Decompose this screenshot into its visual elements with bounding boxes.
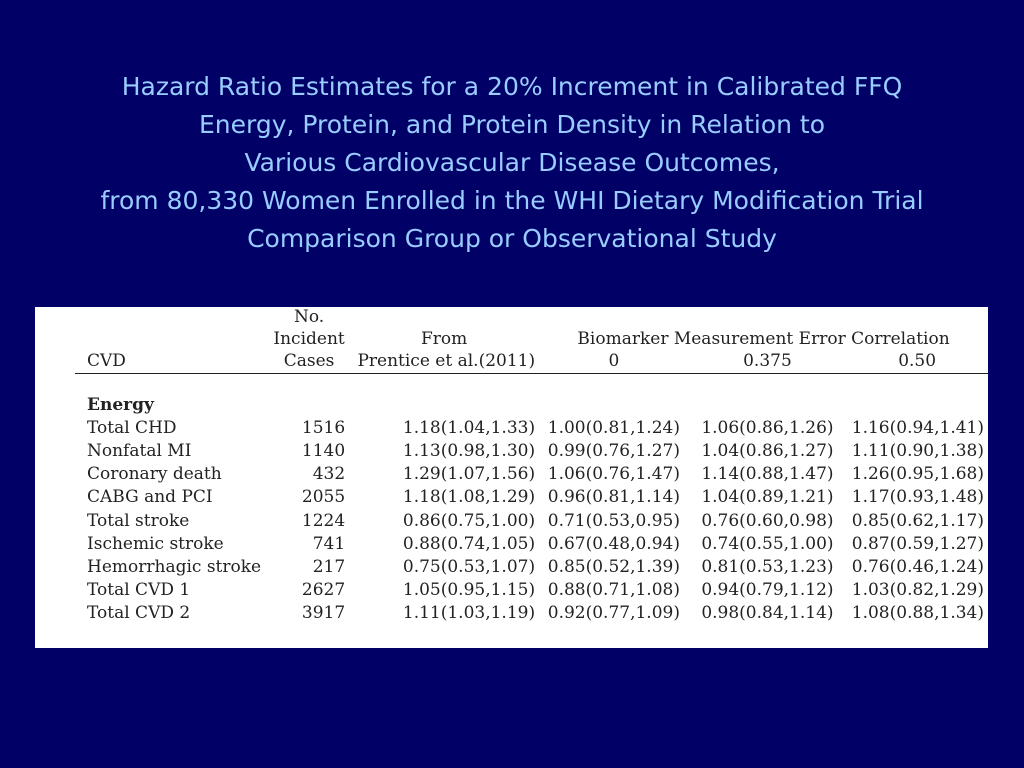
outcome-cell: Coronary death bbox=[87, 464, 222, 485]
spacer-row bbox=[75, 373, 988, 393]
table-header: No. Incident From Biomarker Measurement … bbox=[75, 307, 988, 374]
cases-cell: 432 bbox=[312, 464, 346, 485]
corr-050-cell: 1.03(0.82,1.29) bbox=[851, 580, 984, 601]
corr-0375-cell: 1.04(0.86,1.27) bbox=[701, 440, 834, 461]
corr-0375-cell: 0.98(0.84,1.14) bbox=[701, 603, 834, 624]
corr-0375-cell: 1.14(0.88,1.47) bbox=[701, 464, 834, 485]
header-biomarker-correlation: Biomarker Measurement Error Correlation bbox=[577, 328, 950, 349]
table-row: Total CVD 1 2627 1.05(0.95,1.15) 0.88(0.71,… bbox=[75, 579, 988, 602]
outcome-cell: Total CHD bbox=[87, 417, 177, 438]
header-no: No. bbox=[293, 307, 325, 327]
title-line-3: Various Cardiovascular Disease Outcomes, bbox=[244, 148, 780, 177]
cases-cell: 741 bbox=[312, 533, 346, 554]
prentice-cell: 0.75(0.53,1.07) bbox=[402, 556, 536, 577]
outcome-cell: Total CVD 1 bbox=[87, 580, 191, 601]
corr-0-cell: 1.06(0.76,1.47) bbox=[547, 464, 680, 485]
table-row: Hemorrhagic stroke 217 0.75(0.53,1.07) 0.85… bbox=[75, 555, 988, 578]
header-corr-0: 0 bbox=[539, 350, 689, 374]
corr-050-cell: 1.17(0.93,1.48) bbox=[851, 487, 984, 508]
title-line-1: Hazard Ratio Estimates for a 20% Increme… bbox=[121, 72, 903, 101]
title-line-5: Comparison Group or Observational Study bbox=[247, 224, 777, 253]
title-line-2: Energy, Protein, and Protein Density in … bbox=[198, 110, 826, 139]
table-row: Total stroke 1224 0.86(0.75,1.00) 0.71(0.53… bbox=[75, 509, 988, 532]
slide-title: Hazard Ratio Estimates for a 20% Increme… bbox=[0, 68, 1024, 258]
header-corr-050: 0.50 bbox=[846, 350, 988, 374]
cases-cell: 217 bbox=[312, 556, 346, 577]
cases-cell: 1224 bbox=[301, 510, 346, 531]
corr-0-cell: 1.00(0.81,1.24) bbox=[547, 417, 680, 438]
table-row: Ischemic stroke 741 0.88(0.74,1.05) 0.67(0.… bbox=[75, 532, 988, 555]
header-from: From bbox=[420, 328, 468, 349]
outcome-cell: Hemorrhagic stroke bbox=[87, 556, 262, 577]
header-row-2: Incident From Biomarker Measurement Erro… bbox=[75, 327, 988, 350]
table-row: Nonfatal MI 1140 1.13(0.98,1.30) 0.99(0.76,… bbox=[75, 439, 988, 462]
prentice-cell: 1.18(1.04,1.33) bbox=[402, 417, 536, 438]
group-row-energy: Energy bbox=[75, 393, 988, 416]
corr-0-cell: 0.99(0.76,1.27) bbox=[547, 440, 680, 461]
header-cases: Cases bbox=[268, 350, 350, 374]
table-body: Energy Total CHD 1516 1.18(1.04,1.33) 1.00(… bbox=[75, 373, 988, 625]
table-row: Total CHD 1516 1.18(1.04,1.33) 1.00(0.81,1.… bbox=[75, 416, 988, 439]
prentice-cell: 0.88(0.74,1.05) bbox=[402, 533, 536, 554]
prentice-cell: 1.05(0.95,1.15) bbox=[402, 580, 536, 601]
corr-0375-cell: 1.04(0.89,1.21) bbox=[701, 487, 834, 508]
cases-cell: 2627 bbox=[301, 580, 346, 601]
corr-0375-cell: 0.81(0.53,1.23) bbox=[701, 556, 834, 577]
corr-0375-cell: 1.06(0.86,1.26) bbox=[701, 417, 834, 438]
cases-cell: 1516 bbox=[301, 417, 346, 438]
corr-050-cell: 1.26(0.95,1.68) bbox=[851, 464, 984, 485]
corr-0375-cell: 0.94(0.79,1.12) bbox=[701, 580, 834, 601]
corr-0-cell: 0.71(0.53,0.95) bbox=[547, 510, 680, 531]
corr-0-cell: 0.85(0.52,1.39) bbox=[547, 556, 680, 577]
title-line-4: from 80,330 Women Enrolled in the WHI Di… bbox=[100, 186, 924, 215]
table-row: Total CVD 2 3917 1.11(1.03,1.19) 0.92(0.77,… bbox=[75, 602, 988, 625]
cases-cell: 1140 bbox=[301, 440, 346, 461]
table-row: CABG and PCI 2055 1.18(1.08,1.29) 0.96(0.81… bbox=[75, 486, 988, 509]
prentice-cell: 1.11(1.03,1.19) bbox=[402, 603, 536, 624]
table-row: Coronary death 432 1.29(1.07,1.56) 1.06(0.7… bbox=[75, 463, 988, 486]
header-cvd: CVD bbox=[75, 350, 269, 374]
corr-0-cell: 0.67(0.48,0.94) bbox=[547, 533, 680, 554]
outcome-cell: Total stroke bbox=[87, 510, 190, 531]
corr-050-cell: 1.08(0.88,1.34) bbox=[851, 603, 984, 624]
header-incident: Incident bbox=[273, 328, 345, 349]
outcome-cell: CABG and PCI bbox=[87, 487, 213, 508]
outcome-cell: Ischemic stroke bbox=[87, 533, 224, 554]
corr-0-cell: 0.96(0.81,1.14) bbox=[547, 487, 680, 508]
corr-0375-cell: 0.76(0.60,0.98) bbox=[701, 510, 834, 531]
cases-cell: 2055 bbox=[301, 487, 346, 508]
cases-cell: 3917 bbox=[301, 603, 346, 624]
prentice-cell: 1.18(1.08,1.29) bbox=[402, 487, 536, 508]
header-prentice: Prentice et al.(2011) bbox=[349, 350, 540, 374]
corr-0375-cell: 0.74(0.55,1.00) bbox=[701, 533, 834, 554]
table-panel: No. Incident From Biomarker Measurement … bbox=[35, 307, 988, 648]
corr-0-cell: 0.88(0.71,1.08) bbox=[547, 580, 680, 601]
group-label: Energy bbox=[87, 394, 154, 415]
corr-050-cell: 1.11(0.90,1.38) bbox=[851, 440, 984, 461]
hazard-ratio-table: No. Incident From Biomarker Measurement … bbox=[75, 307, 988, 625]
outcome-cell: Nonfatal MI bbox=[87, 440, 192, 461]
prentice-cell: 1.13(0.98,1.30) bbox=[402, 440, 536, 461]
corr-050-cell: 1.16(0.94,1.41) bbox=[851, 417, 984, 438]
outcome-cell: Total CVD 2 bbox=[87, 603, 191, 624]
prentice-cell: 0.86(0.75,1.00) bbox=[402, 510, 536, 531]
header-corr-0375: 0.375 bbox=[688, 350, 847, 374]
corr-050-cell: 0.85(0.62,1.17) bbox=[851, 510, 984, 531]
header-row-3: CVD Cases Prentice et al.(2011) 0 0.375 … bbox=[75, 350, 988, 374]
corr-050-cell: 0.76(0.46,1.24) bbox=[851, 556, 984, 577]
corr-0-cell: 0.92(0.77,1.09) bbox=[547, 603, 680, 624]
header-row-1: No. bbox=[75, 307, 988, 327]
prentice-cell: 1.29(1.07,1.56) bbox=[402, 464, 536, 485]
corr-050-cell: 0.87(0.59,1.27) bbox=[851, 533, 984, 554]
